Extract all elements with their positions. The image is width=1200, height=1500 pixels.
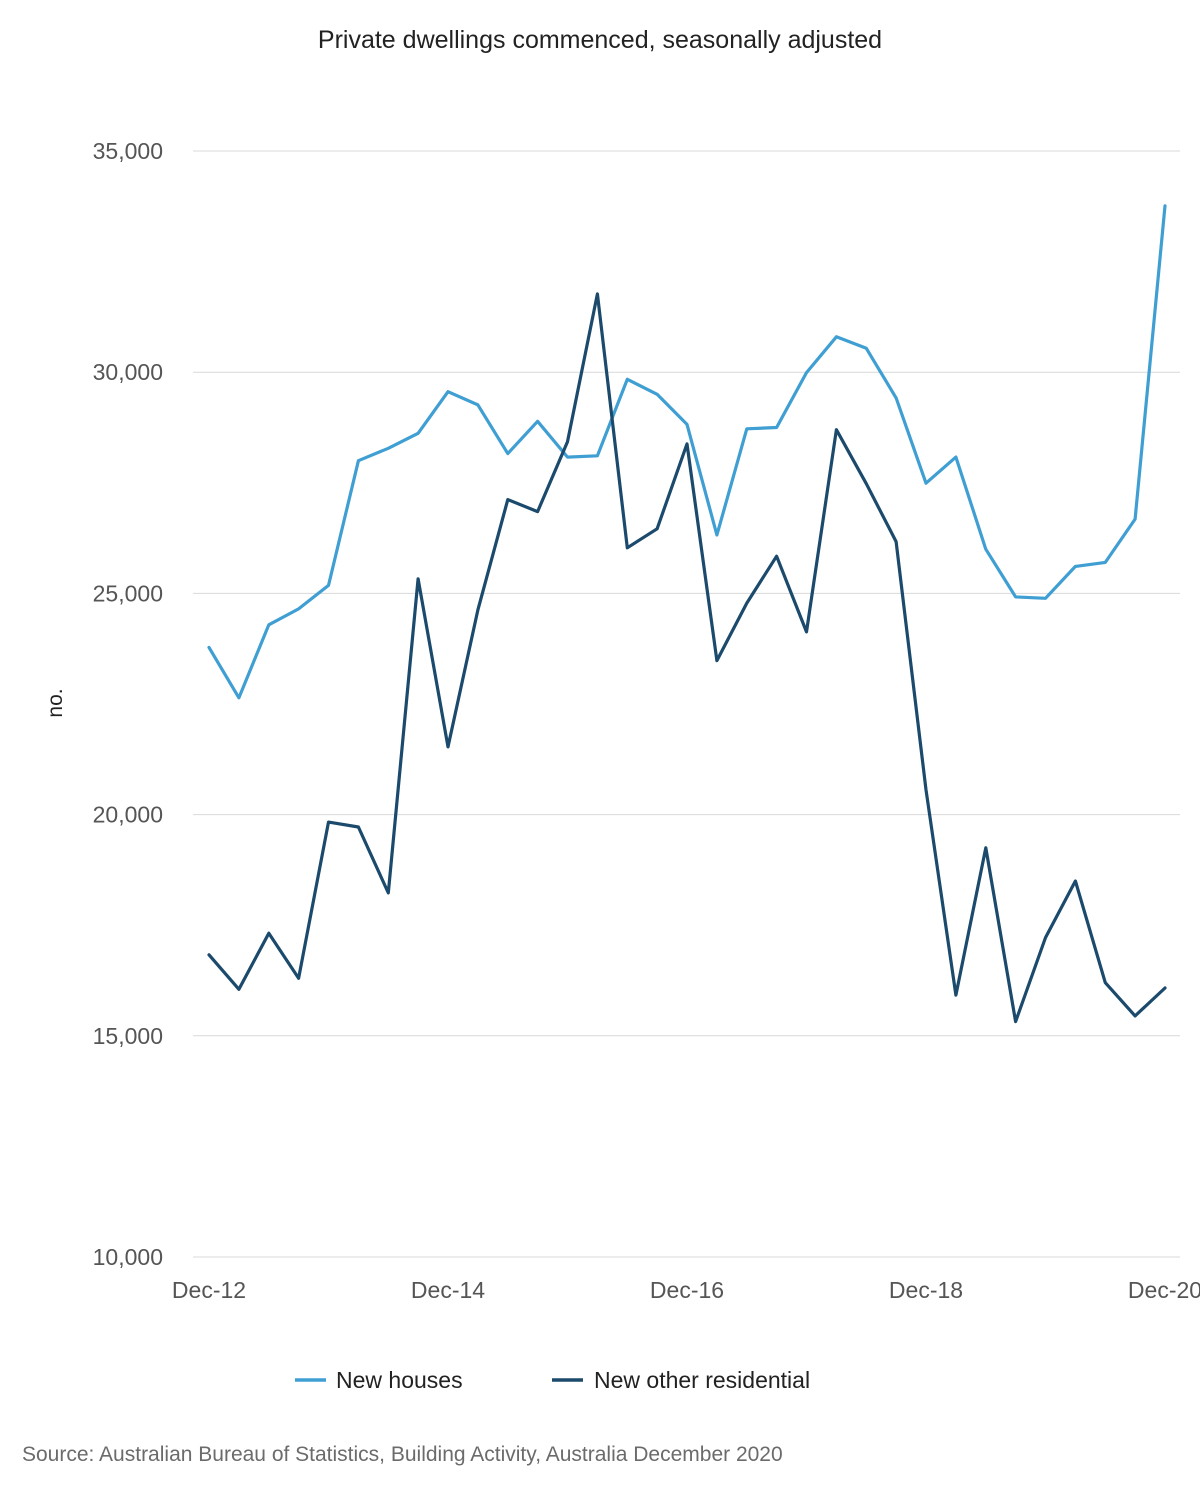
y-tick-label: 30,000 xyxy=(93,359,163,385)
gridlines xyxy=(193,150,1180,1258)
x-tick-label: Dec-14 xyxy=(411,1277,485,1303)
y-tick-label: 15,000 xyxy=(93,1023,163,1049)
y-tick-label: 20,000 xyxy=(93,802,163,828)
x-tick-label: Dec-18 xyxy=(889,1277,963,1303)
source-note: Source: Australian Bureau of Statistics,… xyxy=(22,1443,783,1466)
legend-label-new-other-residential: New other residential xyxy=(594,1367,810,1393)
x-tick-label: Dec-16 xyxy=(650,1277,724,1303)
x-tick-label: Dec-20 xyxy=(1128,1277,1200,1303)
legend-label-new-houses: New houses xyxy=(336,1367,463,1393)
y-tick-label: 25,000 xyxy=(93,580,163,606)
legend: New houses New other residential xyxy=(295,1367,810,1393)
series-line-new-houses xyxy=(207,204,1167,700)
series-line-new-other-residential xyxy=(207,292,1167,1024)
x-tick-label: Dec-12 xyxy=(172,1277,246,1303)
legend-item-new-houses[interactable]: New houses xyxy=(295,1367,463,1393)
y-axis-ticks: 10,000 15,000 20,000 25,000 30,000 35,000 xyxy=(93,138,163,1270)
chart-title: Private dwellings commenced, seasonally … xyxy=(318,26,882,54)
legend-item-new-other-residential[interactable]: New other residential xyxy=(552,1367,810,1393)
y-tick-label: 10,000 xyxy=(93,1244,163,1270)
x-axis-ticks: Dec-12 Dec-14 Dec-16 Dec-18 Dec-20 xyxy=(172,1277,1200,1303)
series-lines xyxy=(207,204,1167,1024)
y-axis-label: no. xyxy=(44,688,67,717)
y-tick-label: 35,000 xyxy=(93,138,163,164)
